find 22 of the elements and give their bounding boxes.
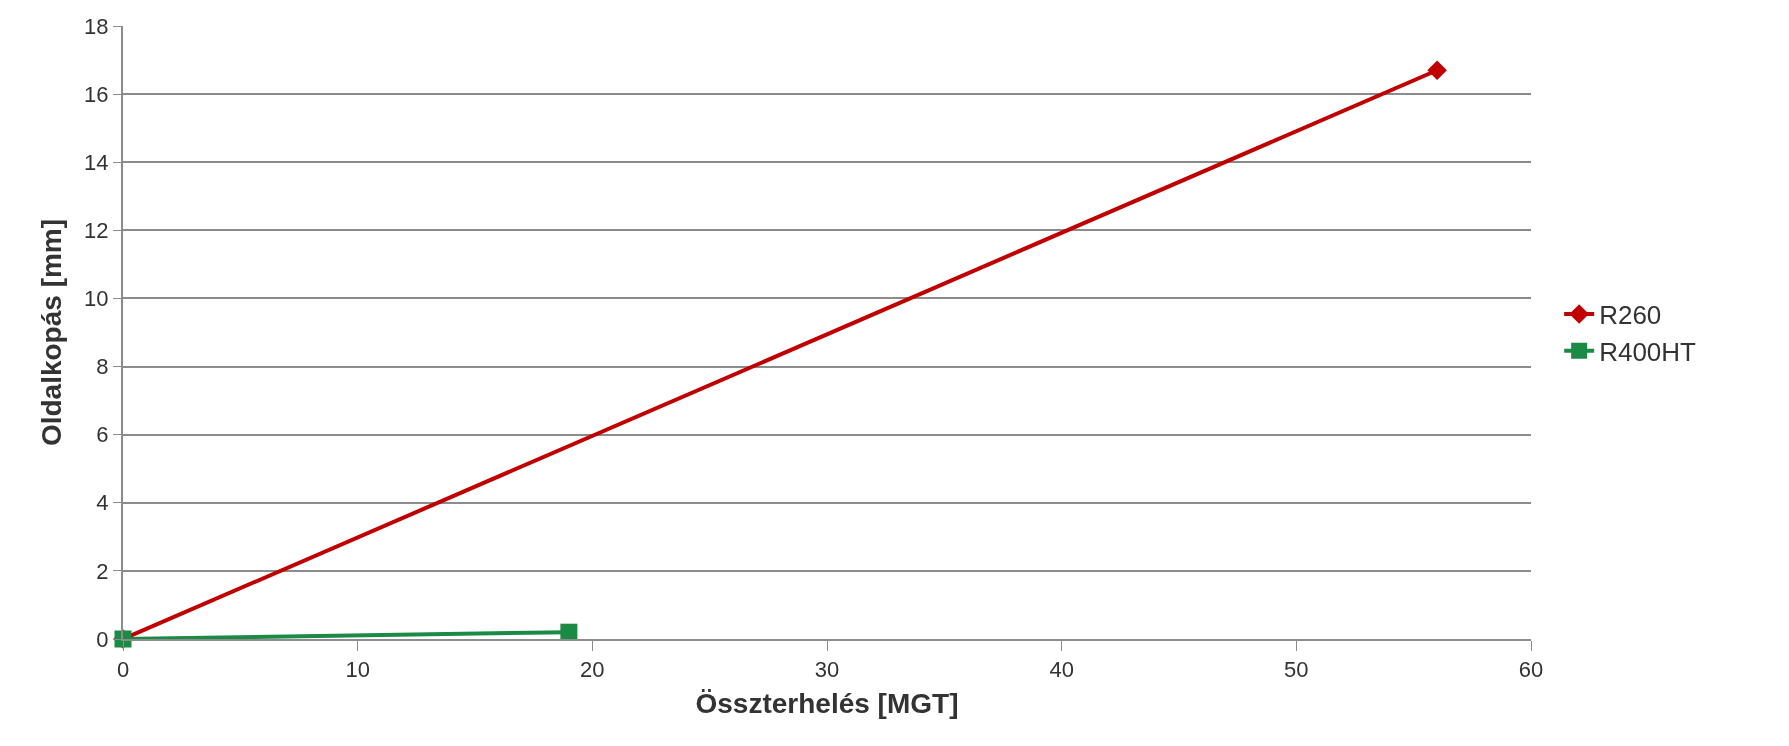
y-tick-label: 4 (96, 490, 109, 516)
x-tick-label: 50 (1284, 657, 1309, 683)
y-tick-label: 0 (96, 626, 109, 652)
y-tick-label: 14 (84, 149, 109, 175)
y-tick-label: 2 (96, 558, 109, 584)
x-tick-label: 20 (580, 657, 605, 683)
x-tick-label: 0 (116, 657, 130, 683)
y-axis-title: Oldalkopás [mm] (36, 218, 68, 447)
y-tick-label: 16 (84, 81, 109, 107)
point (1427, 60, 1447, 81)
x-tick-label: 60 (1518, 657, 1544, 683)
x-tick-label: 10 (345, 657, 370, 683)
y-tick-label: 6 (96, 422, 109, 448)
y-tick-label: 8 (96, 354, 109, 380)
y-tick-label: 10 (84, 286, 109, 312)
legend-label: R400HT (1599, 336, 1697, 367)
x-tick-label: 40 (1049, 657, 1074, 683)
x-tick-label: 30 (814, 657, 840, 683)
legend-label: R260 (1599, 300, 1662, 331)
y-tick-label: 18 (84, 13, 109, 39)
x-axis-title: Összterhelés [MGT] (695, 688, 959, 719)
y-tick-label: 12 (84, 218, 109, 244)
